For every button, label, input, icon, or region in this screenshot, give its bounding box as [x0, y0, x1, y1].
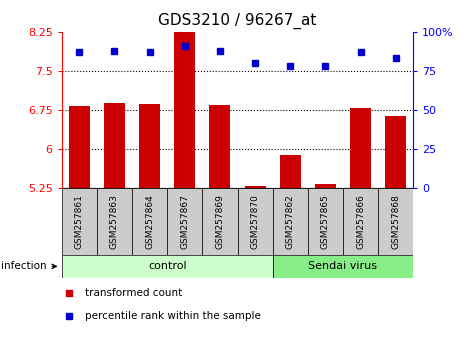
Bar [62, 188, 97, 255]
Text: GSM257861: GSM257861 [75, 194, 84, 249]
Bar [132, 188, 167, 255]
Bar [385, 116, 406, 188]
Bar [209, 104, 230, 188]
Bar [139, 103, 160, 188]
Text: transformed count: transformed count [85, 288, 182, 298]
Bar [245, 186, 266, 188]
Title: GDS3210 / 96267_at: GDS3210 / 96267_at [158, 13, 317, 29]
Bar [167, 188, 202, 255]
Bar [273, 255, 413, 278]
Text: GSM257868: GSM257868 [391, 194, 400, 249]
Text: Sendai virus: Sendai virus [308, 261, 378, 272]
Bar [62, 255, 273, 278]
Bar [280, 155, 301, 188]
Bar [343, 188, 378, 255]
Text: GSM257866: GSM257866 [356, 194, 365, 249]
Bar [315, 184, 336, 188]
Bar [238, 188, 273, 255]
Text: GSM257867: GSM257867 [180, 194, 189, 249]
Text: GSM257869: GSM257869 [216, 194, 224, 249]
Bar [202, 188, 238, 255]
Text: GSM257863: GSM257863 [110, 194, 119, 249]
Bar [308, 188, 343, 255]
Text: infection: infection [1, 261, 56, 272]
Text: percentile rank within the sample: percentile rank within the sample [85, 311, 260, 321]
Bar [378, 188, 413, 255]
Text: GSM257862: GSM257862 [286, 194, 294, 249]
Text: control: control [148, 261, 187, 272]
Bar [174, 29, 195, 188]
Text: GSM257870: GSM257870 [251, 194, 259, 249]
Text: GSM257865: GSM257865 [321, 194, 330, 249]
Text: GSM257864: GSM257864 [145, 194, 154, 249]
Bar [97, 188, 132, 255]
Bar [69, 106, 90, 188]
Bar [350, 108, 371, 188]
Bar [104, 103, 125, 188]
Bar [273, 188, 308, 255]
